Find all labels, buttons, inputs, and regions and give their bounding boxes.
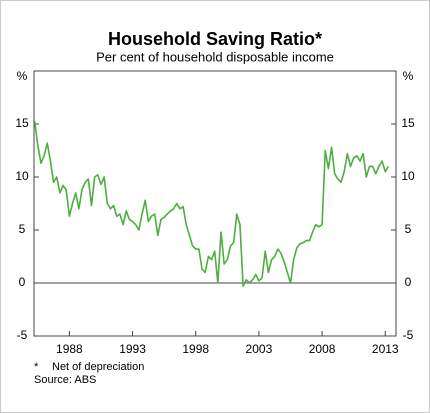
x-tick-label: 1988: [56, 342, 83, 356]
y-tick-label-right: 15: [401, 116, 415, 130]
y-tick-label-right: 10: [401, 169, 415, 183]
x-tick-label: 1993: [119, 342, 146, 356]
plot-area: [33, 70, 397, 337]
y-tick-label: 0: [19, 275, 26, 289]
chart-title: Household Saving Ratio*: [108, 29, 322, 49]
y-tick-label: -5: [17, 328, 28, 342]
y-tick-label: 5: [19, 222, 26, 236]
x-tick-label: 2008: [309, 342, 336, 356]
y-tick-label-right: 0: [405, 275, 412, 289]
y-tick-label: 15: [15, 116, 29, 130]
x-tick-label: 2013: [372, 342, 399, 356]
footnote-marker: *: [34, 361, 39, 373]
y-unit-left: %: [17, 69, 28, 83]
data-line: [33, 120, 390, 287]
x-tick-label: 1998: [182, 342, 209, 356]
y-tick-label-right: -5: [403, 328, 414, 342]
y-tick-label: 10: [15, 169, 29, 183]
source: Source: ABS: [34, 374, 96, 386]
chart-subtitle: Per cent of household disposable income: [96, 49, 334, 64]
x-tick-label: 2003: [246, 342, 273, 356]
y-unit-right: %: [403, 69, 414, 83]
y-tick-label-right: 5: [405, 222, 412, 236]
footnote: Net of depreciation: [52, 361, 144, 373]
